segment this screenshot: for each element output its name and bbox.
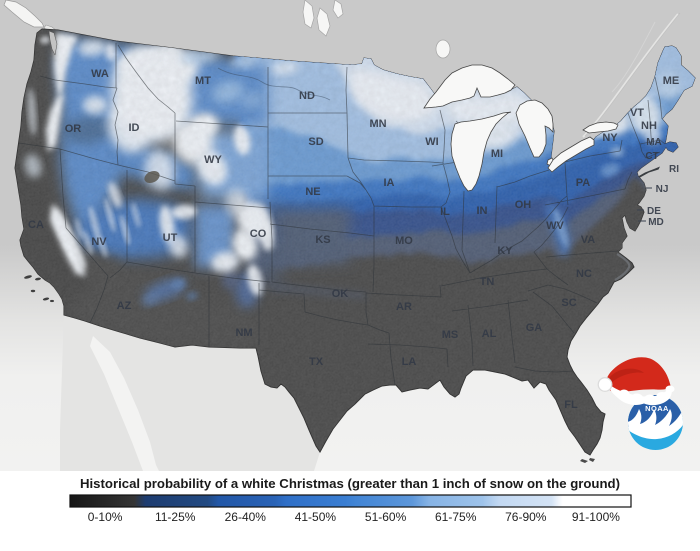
svg-text:WA: WA xyxy=(91,68,109,80)
svg-text:IA: IA xyxy=(384,177,395,189)
svg-text:WI: WI xyxy=(425,136,438,148)
svg-text:NOAA: NOAA xyxy=(645,404,669,413)
svg-text:OH: OH xyxy=(515,199,532,211)
svg-text:11-25%: 11-25% xyxy=(155,510,196,524)
svg-text:RI: RI xyxy=(669,164,679,175)
svg-text:NH: NH xyxy=(641,120,657,132)
svg-text:WY: WY xyxy=(204,154,222,166)
svg-text:LA: LA xyxy=(402,356,417,368)
svg-text:NC: NC xyxy=(576,268,592,280)
svg-text:91-100%: 91-100% xyxy=(572,510,620,524)
svg-text:AL: AL xyxy=(482,328,497,340)
svg-text:AR: AR xyxy=(396,301,412,313)
svg-text:TN: TN xyxy=(480,276,495,288)
svg-text:PA: PA xyxy=(576,177,591,189)
svg-text:41-50%: 41-50% xyxy=(295,510,337,524)
svg-text:OR: OR xyxy=(65,123,82,135)
svg-text:TX: TX xyxy=(309,356,324,368)
svg-text:GA: GA xyxy=(526,322,543,334)
svg-text:DE: DE xyxy=(647,206,661,217)
svg-text:ME: ME xyxy=(663,75,680,87)
svg-text:NY: NY xyxy=(602,132,618,144)
svg-text:MI: MI xyxy=(491,148,503,160)
svg-text:FL: FL xyxy=(564,399,578,411)
svg-text:UT: UT xyxy=(163,232,178,244)
svg-text:MO: MO xyxy=(395,235,413,247)
svg-text:0-10%: 0-10% xyxy=(88,510,123,524)
svg-text:76-90%: 76-90% xyxy=(505,510,547,524)
svg-text:IN: IN xyxy=(477,205,488,217)
svg-text:61-75%: 61-75% xyxy=(435,510,477,524)
svg-text:NJ: NJ xyxy=(656,184,669,195)
svg-text:ND: ND xyxy=(299,90,315,102)
svg-text:26-40%: 26-40% xyxy=(225,510,267,524)
svg-text:IL: IL xyxy=(440,206,450,218)
svg-text:CO: CO xyxy=(250,228,267,240)
svg-text:NE: NE xyxy=(305,186,320,198)
svg-text:NV: NV xyxy=(91,236,107,248)
svg-text:CT: CT xyxy=(645,151,658,162)
svg-text:KS: KS xyxy=(315,234,330,246)
svg-text:SD: SD xyxy=(308,136,323,148)
svg-text:OK: OK xyxy=(332,288,349,300)
svg-text:SC: SC xyxy=(561,297,576,309)
svg-text:NM: NM xyxy=(235,327,252,339)
svg-text:51-60%: 51-60% xyxy=(365,510,407,524)
svg-text:WV: WV xyxy=(546,220,564,232)
svg-text:VA: VA xyxy=(581,234,596,246)
svg-text:MD: MD xyxy=(648,217,664,228)
svg-text:MT: MT xyxy=(195,75,211,87)
svg-text:VT: VT xyxy=(630,107,644,119)
svg-text:KY: KY xyxy=(497,245,513,257)
svg-text:ID: ID xyxy=(129,122,140,134)
svg-text:AZ: AZ xyxy=(117,300,132,312)
svg-text:CA: CA xyxy=(28,219,44,231)
svg-text:MA: MA xyxy=(646,137,662,148)
svg-text:MS: MS xyxy=(442,329,459,341)
svg-text:MN: MN xyxy=(369,118,386,130)
svg-text:Historical probability of a wh: Historical probability of a white Christ… xyxy=(80,476,620,491)
